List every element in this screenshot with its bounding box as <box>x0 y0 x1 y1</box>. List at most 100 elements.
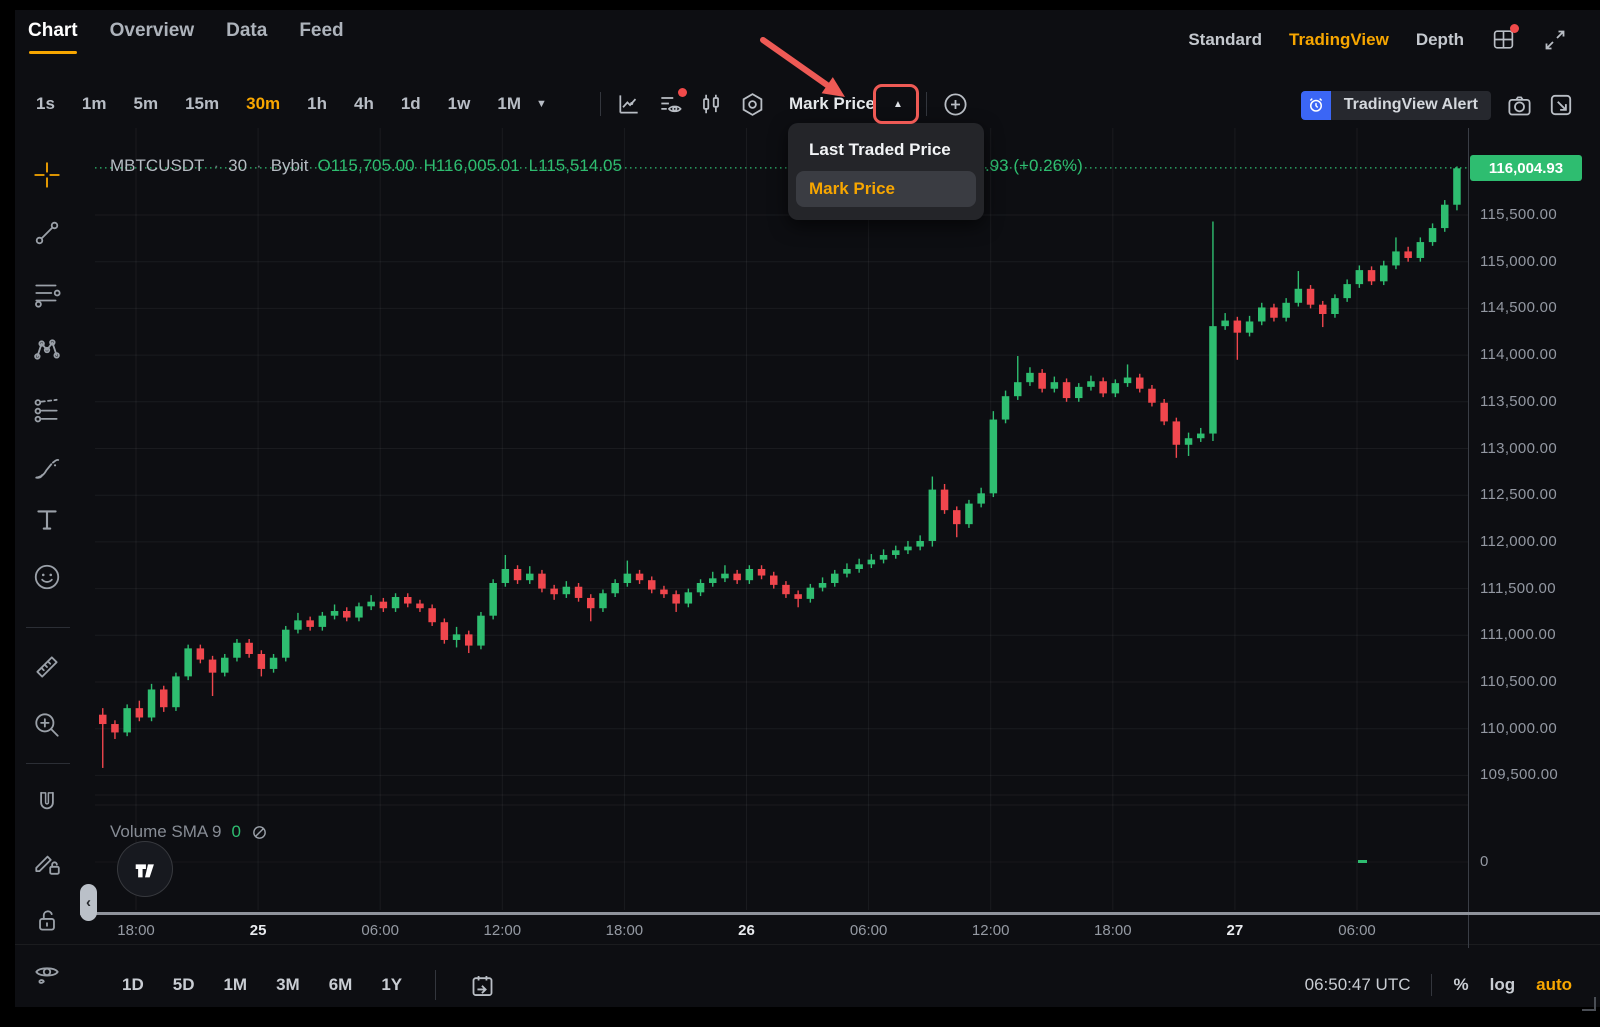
tool-crosshair-icon[interactable] <box>29 157 65 193</box>
divider <box>26 627 70 628</box>
clock-label[interactable]: 06:50:47 UTC <box>1304 975 1411 994</box>
tab-chart[interactable]: Chart <box>28 20 78 54</box>
tradingview-logo[interactable] <box>117 841 173 897</box>
dropdown-item-last-traded-price[interactable]: Last Traded Price <box>809 140 951 159</box>
caret-up-icon[interactable]: ▲ <box>893 98 903 110</box>
separator-dot: · <box>213 156 220 175</box>
mode-tradingview[interactable]: TradingView <box>1289 29 1389 49</box>
axis-settings-icon[interactable] <box>1518 920 1600 945</box>
timeframe-30m[interactable]: 30m <box>246 94 281 113</box>
tool-trend-line-icon[interactable] <box>29 215 65 251</box>
tool-emoji-icon[interactable] <box>29 559 65 595</box>
timeframe-1s[interactable]: 1s <box>36 94 55 113</box>
mode-depth[interactable]: Depth <box>1415 29 1464 49</box>
dropdown-item-mark-price[interactable]: Mark Price <box>796 171 976 207</box>
range-1y[interactable]: 1Y <box>381 975 403 994</box>
tool-hide-all-icon[interactable] <box>29 955 65 991</box>
tool-zoom-in-icon[interactable] <box>29 707 65 743</box>
price-axis-border <box>1468 128 1469 948</box>
price-tick: 114,000.00 <box>1480 346 1557 364</box>
scale-auto[interactable]: auto <box>1536 975 1572 994</box>
tool-magnet-icon[interactable] <box>29 785 65 821</box>
price-tick: 115,000.00 <box>1480 252 1557 270</box>
tool-forecast-icon[interactable] <box>29 392 65 428</box>
scale--[interactable]: % <box>1453 975 1469 994</box>
volume-axis-zero: 0 <box>1480 853 1489 870</box>
tool-lock-all-icon[interactable] <box>29 902 65 938</box>
tool-xabcd-pattern-icon[interactable] <box>29 332 65 368</box>
current-price-badge: 116,004.93 <box>1470 155 1582 181</box>
tab-feed[interactable]: Feed <box>299 20 344 41</box>
timeframe-toolbar: 1s 1m 5m 15m 30m 1h 4h 1d 1w 1M ▼ <box>36 86 547 122</box>
close-change-fragment: .93 (+0.26%) <box>985 156 1083 175</box>
separator-dot: · <box>256 156 262 175</box>
alarm-icon <box>1300 90 1331 120</box>
price-tick: 113,000.00 <box>1480 439 1557 457</box>
expand-icon[interactable] <box>1543 28 1567 52</box>
time-tick: 06:00 <box>849 922 888 939</box>
price-type-button[interactable]: Mark Price ▲ <box>789 94 911 114</box>
timeframe-1w[interactable]: 1w <box>447 94 471 113</box>
chevron-down-icon[interactable]: ▼ <box>535 98 547 110</box>
time-tick: 25 <box>249 922 267 939</box>
price-tick: 115,500.00 <box>1480 206 1557 223</box>
range-1m[interactable]: 1M <box>223 975 248 994</box>
compare-candles-icon[interactable] <box>698 91 724 117</box>
notification-dot <box>678 88 687 97</box>
screenshot-icon[interactable] <box>1548 92 1574 118</box>
resize-corner[interactable] <box>1582 997 1596 1011</box>
timeframe-1m[interactable]: 1m <box>81 94 107 113</box>
timeframe-15m[interactable]: 15m <box>185 94 220 113</box>
divider <box>925 92 927 116</box>
time-tick: 06:00 <box>361 922 399 939</box>
divider <box>1431 974 1433 996</box>
timeframe-4h[interactable]: 4h <box>353 94 374 113</box>
time-tick: 26 <box>738 922 755 939</box>
tool-drawing-lock-icon[interactable] <box>29 844 65 880</box>
layout-grid-icon[interactable] <box>1491 24 1519 52</box>
range-3m[interactable]: 3M <box>276 975 300 994</box>
chart-settings-icon[interactable] <box>739 91 766 118</box>
price-tick: 113,500.00 <box>1480 392 1557 410</box>
interval-label: 30 <box>228 156 248 175</box>
tool-ruler-icon[interactable] <box>29 649 65 685</box>
scale-log[interactable]: log <box>1489 975 1516 994</box>
price-type-dropdown: Last Traded Price Mark Price <box>788 123 984 220</box>
tool-brush-icon[interactable] <box>29 450 65 486</box>
camera-icon[interactable] <box>1506 92 1533 119</box>
collapse-sidebar-handle[interactable]: ‹ <box>80 884 97 921</box>
indicators-icon[interactable] <box>657 88 687 117</box>
mode-standard[interactable]: Standard <box>1188 29 1262 49</box>
slashed-circle-icon[interactable] <box>251 824 268 841</box>
high-value: H116,005.01 <box>423 156 520 175</box>
tool-fib-retracement-icon[interactable] <box>29 275 65 311</box>
tradingview-alert-button[interactable]: TradingView Alert <box>1300 90 1491 120</box>
range-5d[interactable]: 5D <box>172 975 195 994</box>
timeframe-1d[interactable]: 1d <box>400 94 421 113</box>
time-tick: 06:00 <box>1338 922 1376 939</box>
divider <box>26 763 70 764</box>
timeframe-5m[interactable]: 5m <box>133 94 159 113</box>
tab-data[interactable]: Data <box>226 20 268 41</box>
header-modes: Standard TradingView Depth <box>1188 24 1567 52</box>
goto-date-calendar-icon[interactable] <box>469 972 496 999</box>
time-tick: 12:00 <box>483 922 522 939</box>
header-tabs: Chart Overview Data Feed <box>28 20 344 62</box>
red-annotation-box <box>873 84 919 124</box>
time-axis-scrollbar[interactable] <box>80 912 1600 915</box>
divider <box>435 970 437 1000</box>
timeframe-1h[interactable]: 1h <box>307 94 327 113</box>
range-6m[interactable]: 6M <box>328 975 353 994</box>
timeframe-1m[interactable]: 1M <box>497 94 521 113</box>
range-1d[interactable]: 1D <box>122 975 144 994</box>
add-icon[interactable] <box>942 91 969 118</box>
scale-buttons: % log auto <box>1453 975 1572 995</box>
tool-text-icon[interactable] <box>29 502 65 538</box>
tab-overview[interactable]: Overview <box>109 20 195 41</box>
exchange-label: Bybit <box>270 156 309 175</box>
chart-style-icon[interactable] <box>616 91 642 117</box>
scale-toolbar: 06:50:47 UTC % log auto <box>1305 972 1572 998</box>
volume-indicator-label: Volume SMA 9 <box>110 822 222 841</box>
